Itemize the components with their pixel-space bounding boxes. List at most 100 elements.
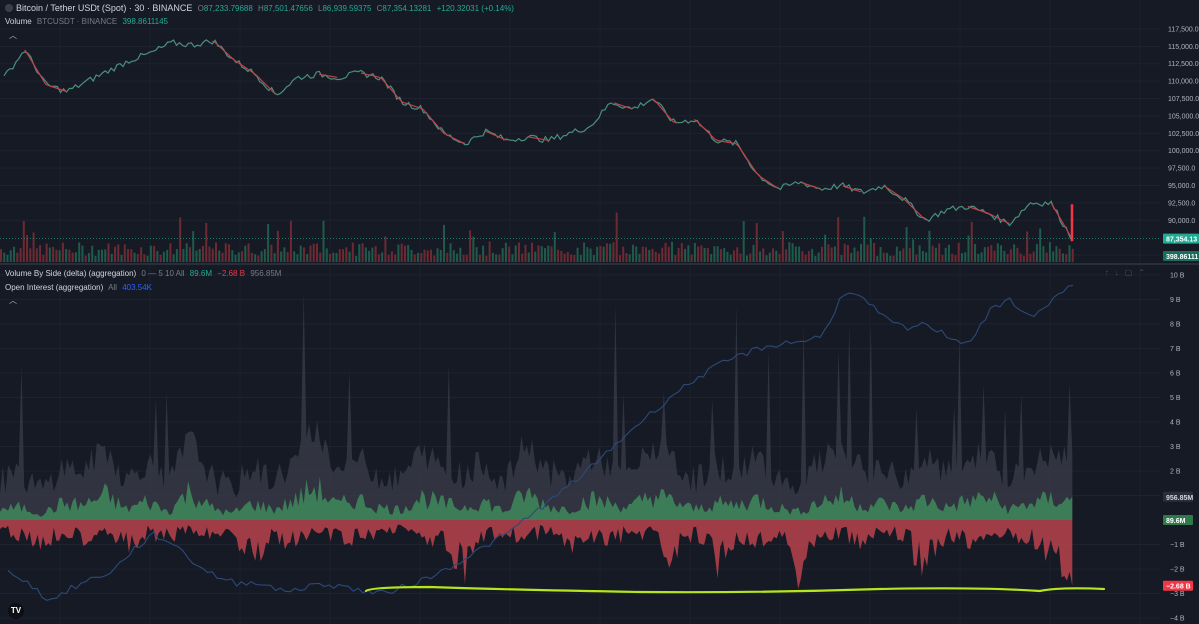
volume-bar xyxy=(762,248,764,262)
volume-bar xyxy=(199,249,201,262)
bitcoin-symbol-icon xyxy=(5,4,13,12)
volume-bar xyxy=(388,255,390,262)
volume-bar xyxy=(665,243,667,262)
volume-bar xyxy=(795,247,797,262)
collapse-chevron-icon[interactable]: ︿ xyxy=(9,30,17,41)
volume-bar xyxy=(638,254,640,262)
volume-bar xyxy=(410,250,412,262)
volume-bar xyxy=(345,247,347,262)
volume-bar xyxy=(433,256,435,262)
volume-bar xyxy=(176,249,178,262)
volume-bar xyxy=(443,225,445,262)
volume-bar xyxy=(723,248,725,262)
volume-bar xyxy=(544,248,546,262)
volume-bar xyxy=(629,254,631,262)
close-value: 87,354.13281 xyxy=(382,4,431,13)
y-tick-label: 95,000.0 xyxy=(1168,183,1195,190)
price-pane[interactable]: 117,500.0 115,000.0 112,500.0 110,000.0 107,… xyxy=(0,0,1199,263)
collapse-chevron-icon[interactable]: ︿ xyxy=(9,295,17,306)
volume-bar xyxy=(837,217,839,262)
tradingview-logo[interactable]: TV xyxy=(8,603,24,619)
volume-bar xyxy=(645,247,647,262)
volume-bar xyxy=(720,249,722,262)
volume-bar xyxy=(20,248,22,262)
delta-neg-badge-text: −2.68 B xyxy=(1166,584,1191,591)
volume-bar xyxy=(766,255,768,262)
maximize-icon[interactable]: ▢ xyxy=(1125,268,1139,277)
y-tick-label: 102,500.0 xyxy=(1168,131,1199,138)
collapse-icon[interactable]: ⌃ xyxy=(1138,268,1151,277)
oi-legend[interactable]: Open Interest (aggregation) All 403.54K xyxy=(5,283,155,292)
volume-bar xyxy=(153,246,155,262)
volume-bar xyxy=(306,254,308,262)
volume-bar xyxy=(1068,245,1070,262)
move-down-icon[interactable]: ↓ xyxy=(1115,268,1125,277)
y-tick-label: 6 B xyxy=(1170,370,1181,377)
volume-bar xyxy=(557,250,559,262)
volume-bar xyxy=(586,247,588,262)
volume-bar xyxy=(1010,249,1012,262)
volume-bar xyxy=(554,232,556,262)
volume-bar xyxy=(935,248,937,262)
volume-bar xyxy=(590,249,592,262)
volume-bar xyxy=(225,243,227,262)
y-tick-label: 115,000.0 xyxy=(1168,44,1199,51)
y-tick-label: 112,500.0 xyxy=(1168,61,1199,68)
volume-bar xyxy=(88,253,90,262)
volume-bar xyxy=(208,247,210,262)
volume-bar xyxy=(192,231,194,262)
volume-bar xyxy=(717,246,719,262)
volume-bar xyxy=(147,256,149,262)
volume-bar xyxy=(277,231,279,262)
volume-bar xyxy=(984,247,986,262)
open-label: O xyxy=(198,4,204,13)
y-tick-label: −3 B xyxy=(1170,591,1185,598)
volume-bar xyxy=(850,253,852,262)
volume-bar xyxy=(492,253,494,262)
volume-legend-source: BTCUSDT · BINANCE xyxy=(37,17,117,26)
volume-bar xyxy=(91,246,93,262)
volume-bar xyxy=(873,243,875,262)
volume-bar xyxy=(551,246,553,262)
volume-bar xyxy=(531,243,533,262)
volume-bar xyxy=(746,256,748,262)
move-up-icon[interactable]: ↑ xyxy=(1105,268,1115,277)
volume-bar xyxy=(62,243,64,262)
volume-bar xyxy=(691,255,693,262)
indicator-pane[interactable]: 10 B9 B8 B7 B6 B5 B4 B3 B2 B1 B−1 B−2 B−… xyxy=(0,265,1199,624)
volume-bar xyxy=(446,253,448,262)
volume-bar xyxy=(521,254,523,262)
vbs-legend[interactable]: Volume By Side (delta) (aggregation) 0 —… xyxy=(5,269,284,278)
indicator-chart[interactable]: 10 B9 B8 B7 B6 B5 B4 B3 B2 B1 B−1 B−2 B−… xyxy=(0,265,1199,624)
volume-bar xyxy=(75,252,77,262)
volume-bar xyxy=(163,252,165,262)
volume-bar xyxy=(65,249,67,262)
volume-bar xyxy=(352,243,354,262)
volume-bar xyxy=(482,246,484,262)
volume-bar xyxy=(1062,253,1064,262)
symbol-title[interactable]: Bitcoin / Tether USDt (Spot) · 30 · BINA… xyxy=(16,3,192,13)
volume-bar xyxy=(886,253,888,262)
volume-bar xyxy=(238,252,240,262)
volume-bar xyxy=(899,251,901,262)
volume-bar xyxy=(684,249,686,262)
volume-bar xyxy=(596,247,598,262)
volume-bar xyxy=(938,244,940,262)
volume-bar xyxy=(801,251,803,262)
volume-bar xyxy=(108,243,110,262)
volume-bar xyxy=(251,253,253,262)
volume-bar xyxy=(316,244,318,262)
volume-bar xyxy=(1007,254,1009,262)
volume-legend[interactable]: Volume BTCUSDT · BINANCE 398.8611145 xyxy=(5,17,171,26)
volume-bar xyxy=(143,254,145,262)
volume-bar xyxy=(59,250,61,262)
volume-bar xyxy=(349,252,351,262)
volume-bar xyxy=(880,247,882,262)
volume-bar xyxy=(915,255,917,262)
volume-bar xyxy=(215,243,217,262)
price-chart[interactable]: 117,500.0 115,000.0 112,500.0 110,000.0 107,… xyxy=(0,0,1199,263)
high-label: H xyxy=(258,4,264,13)
pane-tools[interactable]: ↑↓▢⌃ xyxy=(1105,268,1151,277)
oi-legend-value: 403.54K xyxy=(122,283,152,292)
volume-bar xyxy=(805,255,807,262)
